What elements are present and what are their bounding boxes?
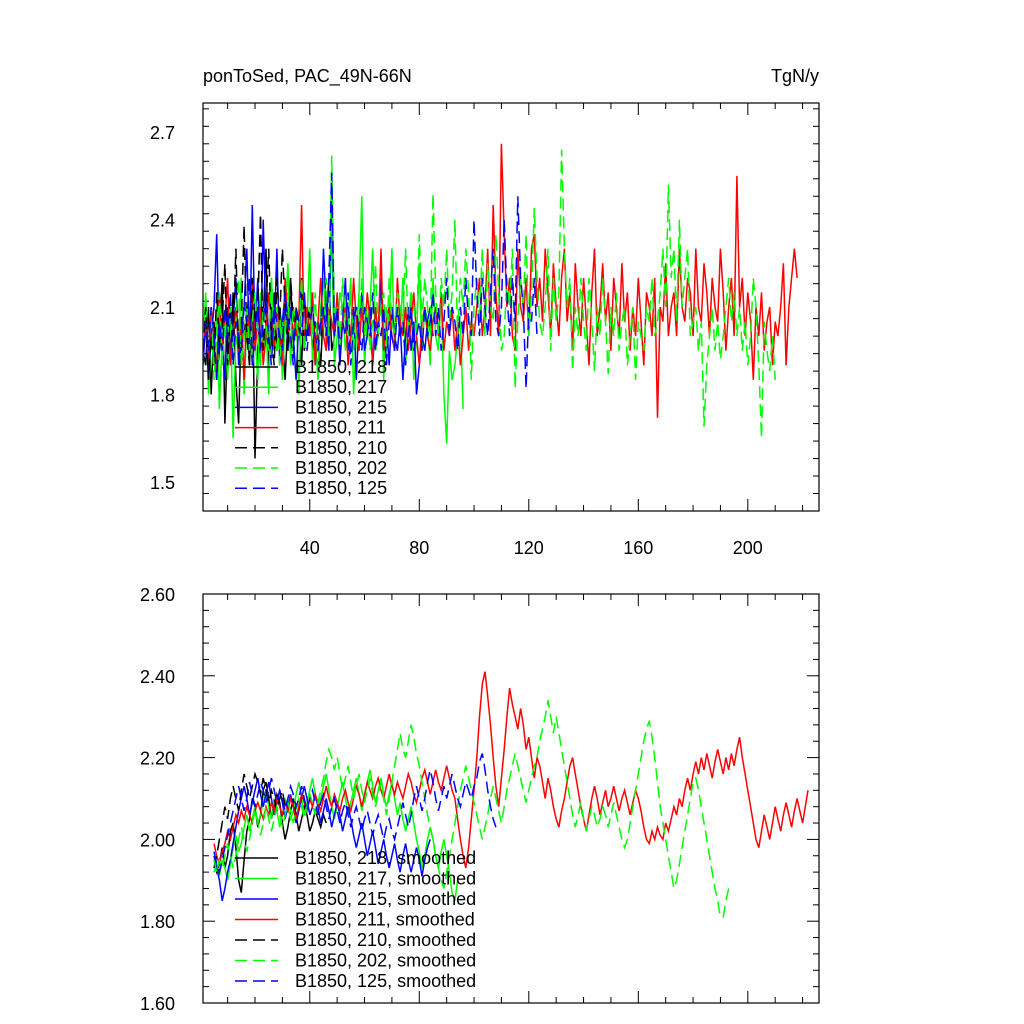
x-tick-label: 40 — [300, 538, 320, 558]
chart-title-left: ponToSed, PAC_49N-66N — [203, 66, 412, 87]
legend-label: B1850, 202 — [295, 458, 387, 478]
x-tick-label: 80 — [409, 538, 429, 558]
series-line-b1850-202 — [203, 149, 776, 439]
chart-title-right: TgN/y — [771, 66, 819, 86]
series-group — [203, 143, 798, 459]
legend-label: B1850, 215 — [295, 397, 387, 417]
legend-label: B1850, 217 — [295, 377, 387, 397]
legend-label: B1850, 210, smoothed — [295, 930, 476, 950]
legend-label: B1850, 125 — [295, 478, 387, 498]
x-tick-label: 200 — [733, 538, 763, 558]
legend-label: B1850, 218 — [295, 357, 387, 377]
panel-bottom: 1.60 1.80 2.00 2.20 2.40 2.60 B1850, 218, smoo… — [140, 585, 820, 1014]
y-tick-label: 2.4 — [150, 211, 175, 231]
y-tick-label: 2.7 — [150, 123, 175, 143]
series-line-b1850-125 — [203, 172, 538, 389]
x-tick-label: 120 — [514, 538, 544, 558]
y-tick-label: 1.8 — [150, 385, 175, 405]
y-tick-label: 2.60 — [140, 585, 175, 605]
y-tick-label: 2.1 — [150, 298, 175, 318]
legend-label: B1850, 125, smoothed — [295, 971, 476, 991]
series-line-b1850-211-smoothed — [213, 671, 809, 869]
series-line-b1850-211 — [203, 143, 798, 418]
y-tick-label: 1.80 — [140, 912, 175, 932]
y-tick-label: 1.5 — [150, 473, 175, 493]
y-tick-label: 2.20 — [140, 749, 175, 769]
series-group — [213, 671, 809, 918]
y-tick-label: 2.00 — [140, 830, 175, 850]
legend-label: B1850, 218, smoothed — [295, 848, 476, 868]
series-line-b1850-125-smoothed — [213, 753, 497, 875]
plot-frame — [202, 593, 820, 1004]
plot-frame — [202, 102, 820, 512]
series-line-b1850-215-smoothed — [213, 777, 431, 901]
legend-label: B1850, 211 — [295, 418, 386, 438]
legend-label: B1850, 211, smoothed — [295, 910, 475, 930]
legend-label: B1850, 202, smoothed — [295, 951, 476, 971]
y-tick-label: 2.40 — [140, 667, 175, 687]
legend-label: B1850, 217, smoothed — [295, 869, 476, 889]
y-tick-label: 1.60 — [140, 994, 175, 1014]
legend-label: B1850, 215, smoothed — [295, 889, 476, 909]
legend-label: B1850, 210 — [295, 438, 387, 458]
series-line-b1850-217-smoothed — [213, 769, 459, 902]
x-tick-label: 160 — [623, 538, 653, 558]
